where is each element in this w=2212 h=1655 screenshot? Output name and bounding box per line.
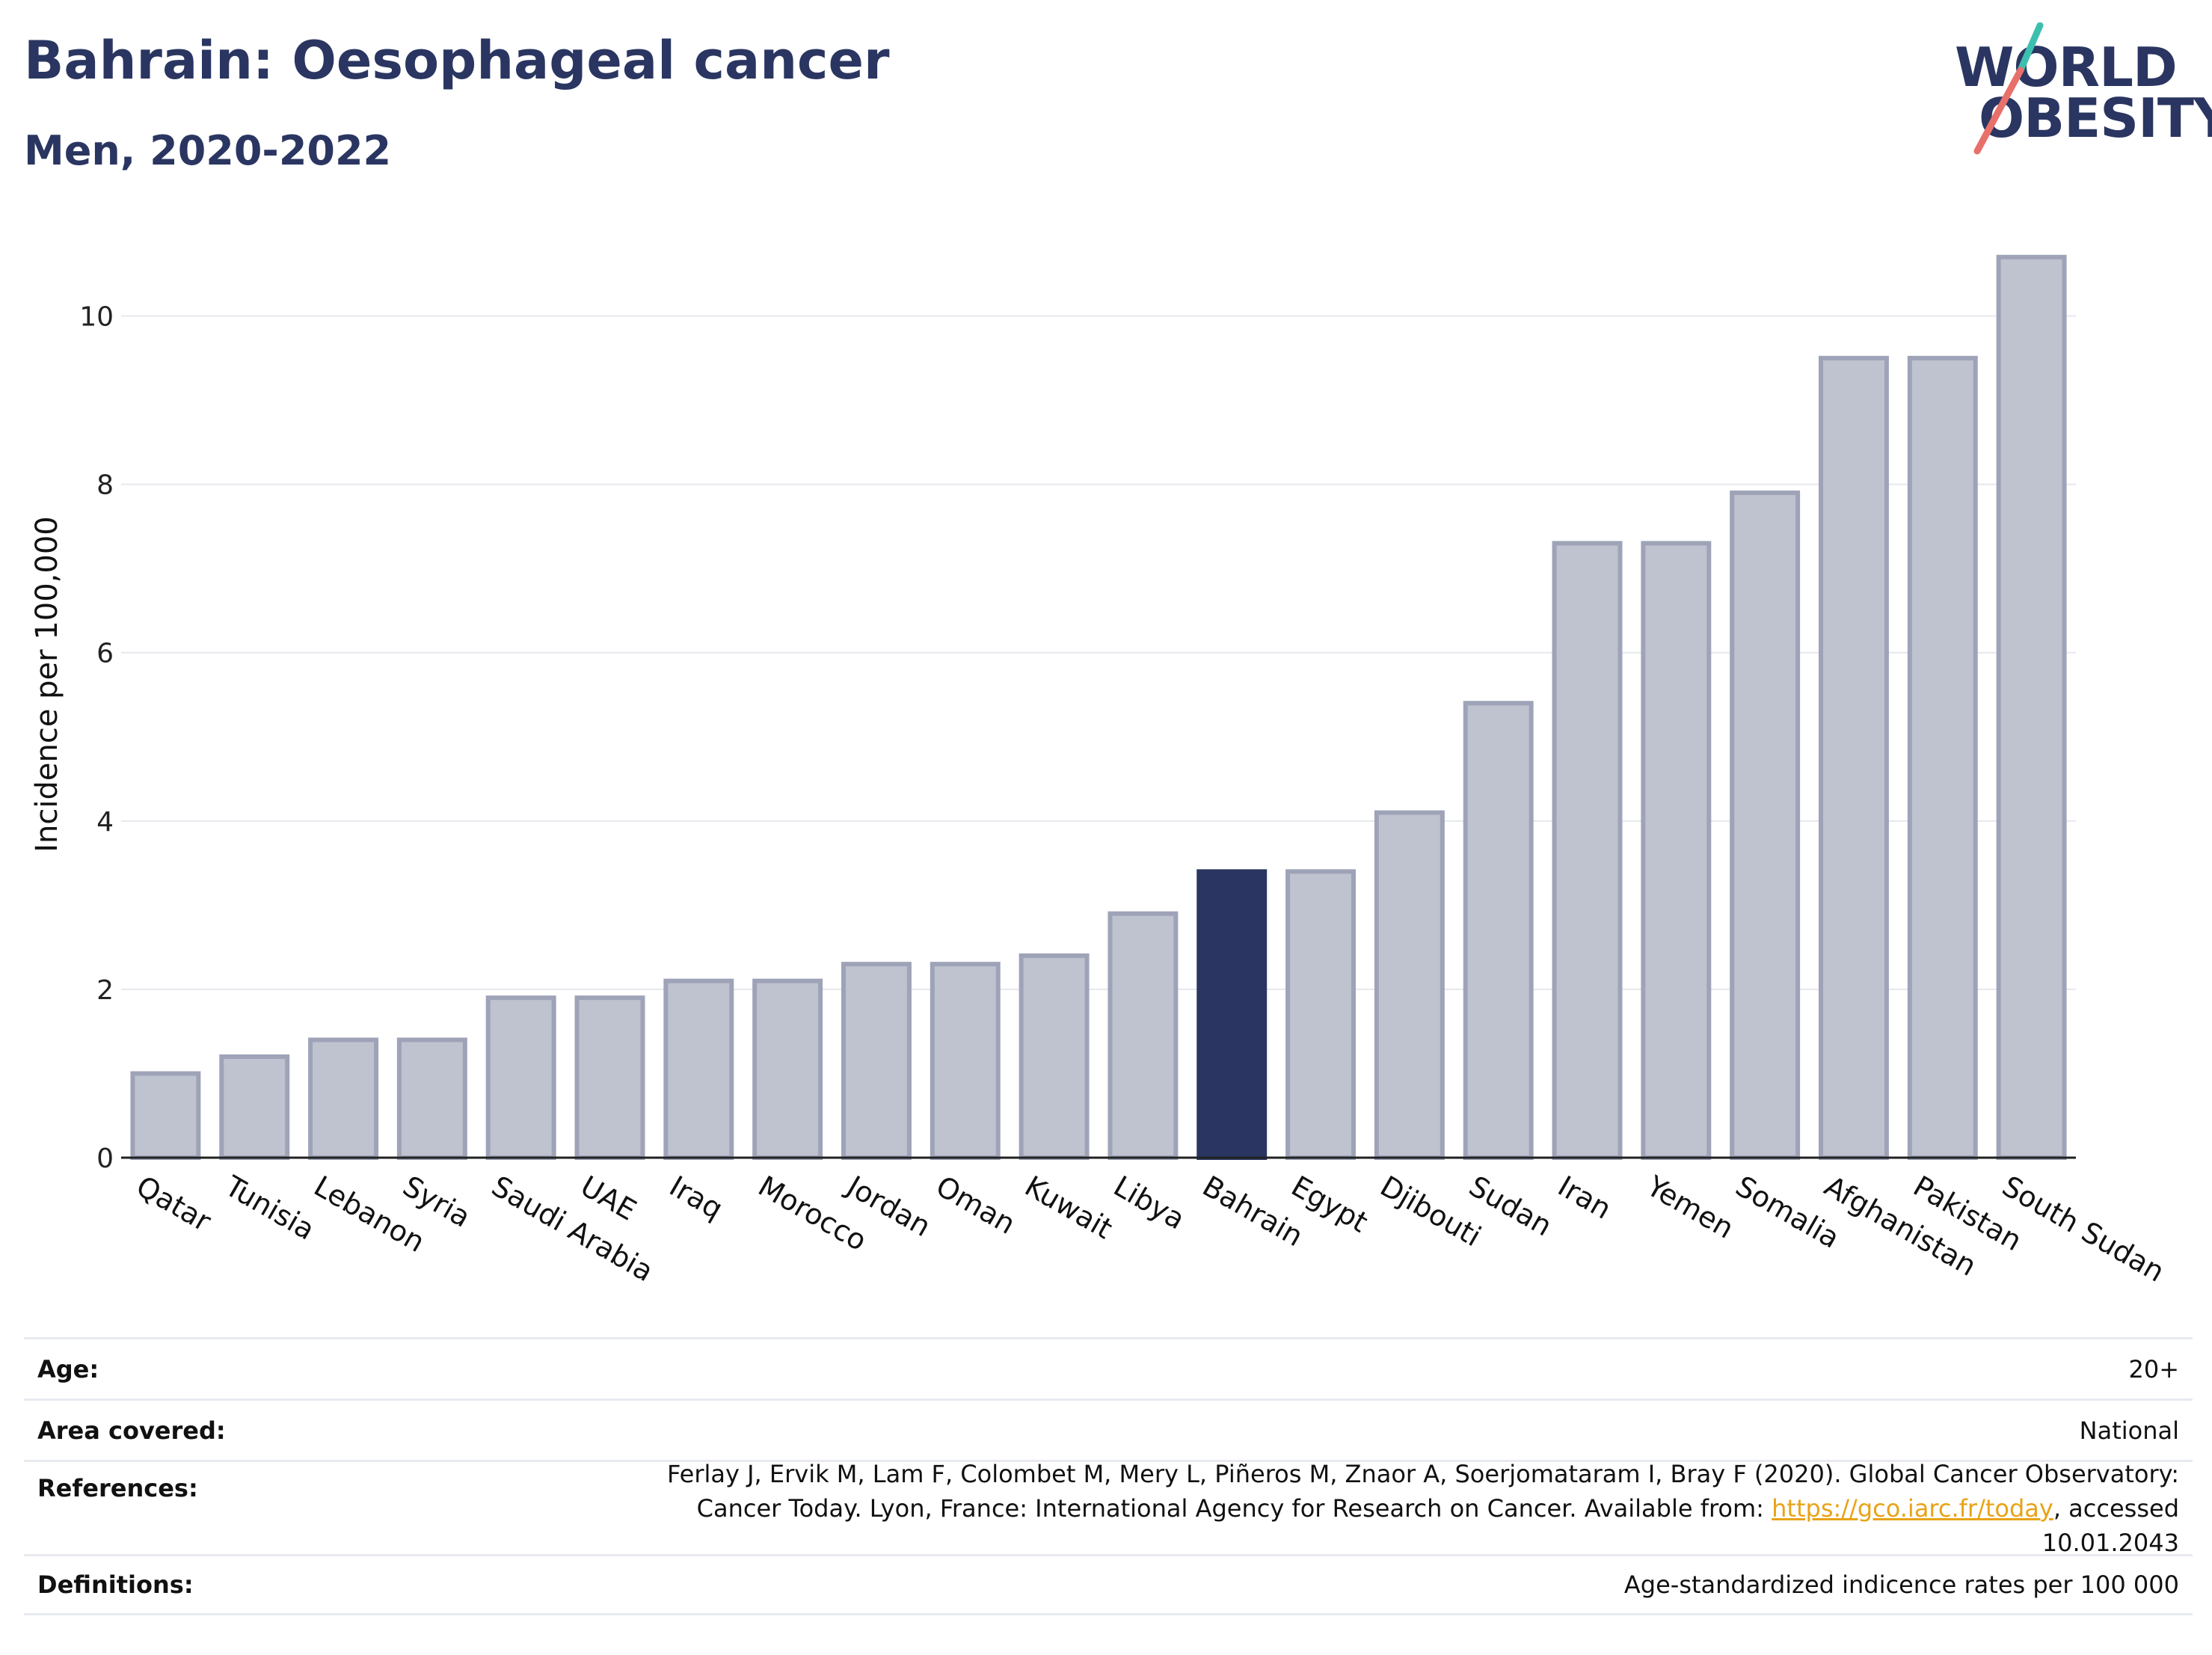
y-tick-label: 4 [96,807,114,838]
bar-oman [930,962,1001,1161]
x-tick-label: Bahrain [1197,1170,1309,1253]
bar-syria [396,1037,467,1161]
y-tick-label: 10 [79,302,114,333]
x-tick-label: Saudi Arabia [486,1170,659,1289]
logo-word-world: WORLD [1955,36,2178,99]
meta-row-age: Age: 20+ [24,1337,2193,1398]
bar-iran [1552,541,1623,1161]
bar-kuwait [1019,953,1090,1160]
y-tick-label: 8 [96,470,114,501]
x-tick-label: Iran [1552,1170,1617,1226]
bar-lebanon [308,1037,379,1161]
y-tick-label: 2 [96,975,114,1006]
x-tick-label: Djibouti [1374,1170,1487,1253]
x-tick-label: Qatar [131,1170,217,1238]
bar-south-sudan [1996,254,2067,1160]
bar-saudi-arabia [485,995,556,1161]
x-tick-label: Yemen [1641,1169,1739,1245]
y-tick-label: 0 [96,1143,114,1174]
meta-key: Age: [37,1354,99,1384]
meta-key: Area covered: [37,1416,226,1445]
meta-value: Age-standardized indicence rates per 100… [1623,1570,2179,1599]
x-tick-label: Libya [1108,1170,1191,1236]
bar-tunisia [219,1054,290,1160]
bar-bahrain [1196,869,1268,1160]
bar-uae [574,995,645,1161]
bar-iraq [663,978,734,1160]
meta-value: National [2079,1416,2179,1445]
bar-jordan [841,962,912,1161]
bar-libya [1107,911,1179,1160]
bar-sudan [1463,701,1534,1160]
y-axis-label: Incidence per 100,000 [30,516,64,853]
world-obesity-logo: WORLD OBESITY [1952,22,2212,157]
chart-title: Bahrain: Oesophageal cancer [24,30,890,91]
bar-pakistan [1907,355,1978,1160]
x-tick-label: Oman [930,1170,1021,1241]
bar-yemen [1641,541,1712,1161]
meta-row-definitions: Definitions: Age-standardized indicence … [24,1554,2193,1615]
bar-djibouti [1374,810,1445,1161]
bar-egypt [1285,869,1357,1160]
y-axis-ticks: 0 2 4 6 8 10 [79,302,114,1174]
reference-text: Ferlay J, Ervik M, Lam F, Colombet M, Me… [667,1459,2179,1523]
bar-qatar [130,1071,201,1161]
bar-morocco [752,978,823,1160]
meta-row-area: Area covered: National [24,1398,2193,1460]
logo-word-obesity: OBESITY [1979,87,2212,150]
meta-key: Definitions: [37,1570,194,1599]
x-tick-label: Tunisia [219,1169,320,1247]
x-tick-label: Iraq [664,1170,728,1226]
metadata-table: Age: 20+ Area covered: National Referenc… [24,1337,2193,1615]
bars [130,254,2067,1161]
y-tick-label: 6 [96,639,114,669]
meta-value: 20+ [2128,1354,2179,1384]
bar-afghanistan [1818,355,1889,1160]
chart-subtitle: Men, 2020-2022 [24,127,392,174]
meta-key: References: [37,1474,198,1502]
bar-somalia [1730,490,1801,1160]
logo-slash-icon [1973,22,2044,155]
meta-row-references: References: Ferlay J, Ervik M, Lam F, Co… [24,1460,2193,1557]
x-tick-label: Kuwait [1019,1170,1118,1246]
reference-accessed: , accessed 10.01.2043 [2042,1493,2179,1557]
reference-link[interactable]: https://gco.iarc.fr/today [1772,1493,2053,1523]
meta-value: Ferlay J, Ervik M, Lam F, Colombet M, Me… [646,1457,2179,1560]
